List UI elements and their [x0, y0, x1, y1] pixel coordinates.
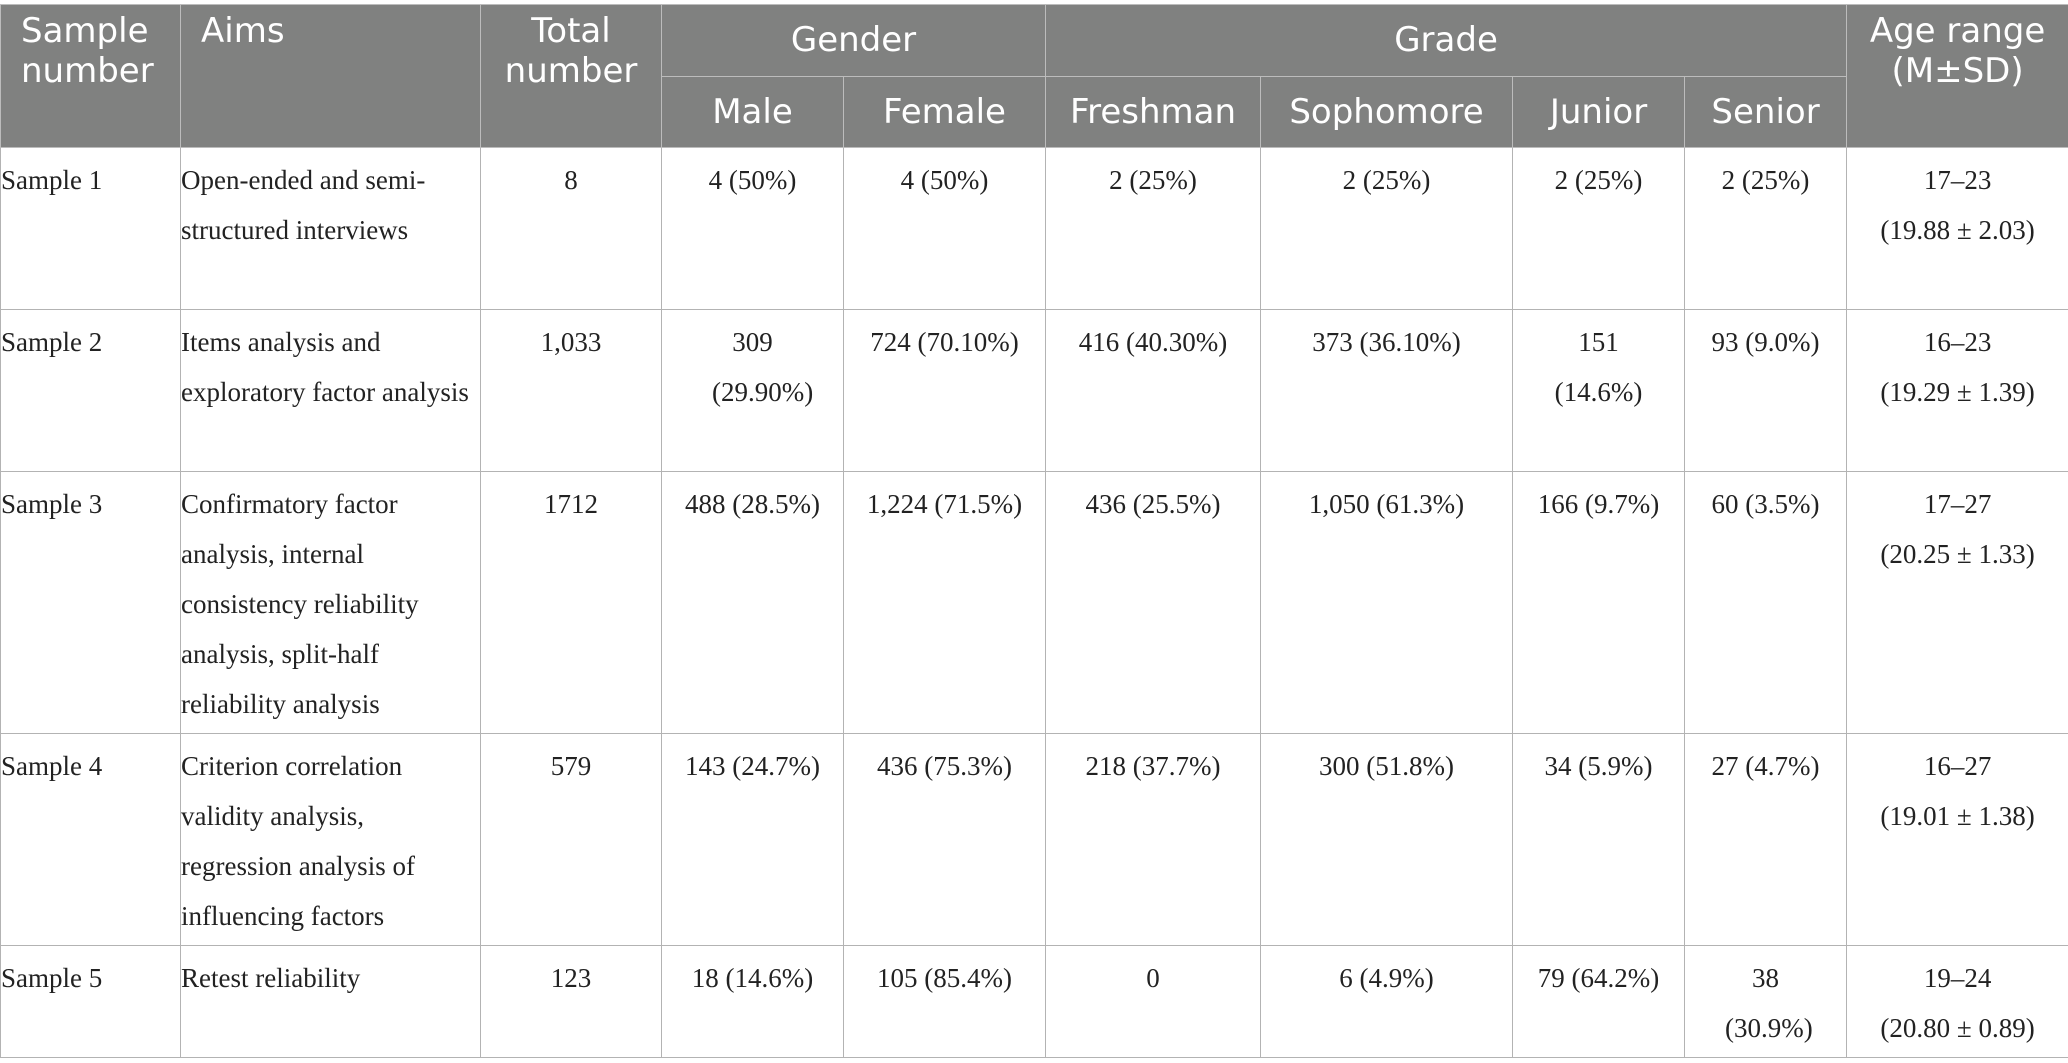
header-gender: Gender	[660, 4, 1047, 77]
cell-freshman: 0	[1045, 945, 1262, 1058]
cell-aims: Criterion correlation validity analysis,…	[180, 733, 481, 946]
age-range-value: 17–23	[1923, 165, 1992, 195]
cell-senior: 60 (3.5%)	[1684, 471, 1848, 734]
cell-aims: Confirmatory factor analysis, internal c…	[180, 471, 481, 734]
cell-sample: Sample 2	[0, 309, 181, 472]
cell-male: 4 (50%)	[661, 147, 844, 310]
age-mean-sd: (19.29 ± 1.39)	[1880, 377, 2035, 407]
age-range-value: 16–27	[1923, 751, 1992, 781]
header-age-range: Age range (M±SD)	[1846, 4, 2068, 148]
cell-sample: Sample 1	[0, 147, 181, 310]
cell-age-range: 16–23 (19.29 ± 1.39)	[1846, 309, 2068, 472]
age-range-value: 17–27	[1923, 489, 1992, 519]
cell-female: 724 (70.10%)	[842, 309, 1047, 472]
cell-aims: Items analysis and exploratory factor an…	[180, 309, 481, 472]
header-aims: Aims	[180, 4, 481, 148]
cell-senior: 2 (25%)	[1684, 147, 1848, 310]
cell-junior: 2 (25%)	[1512, 147, 1686, 310]
cell-female: 105 (85.4%)	[842, 945, 1047, 1058]
cell-age-range: 16–27 (19.01 ± 1.38)	[1846, 733, 2068, 946]
header-junior: Junior	[1512, 75, 1686, 148]
table-row: Sample 1 Open-ended and semi-structured …	[0, 147, 2068, 310]
header-sample-number: Sample number	[0, 4, 181, 148]
cell-male: 309 (29.90%)	[661, 309, 844, 472]
age-range-value: 16–23	[1923, 327, 1992, 357]
age-mean-sd: (19.01 ± 1.38)	[1880, 801, 2035, 831]
header-total-number: Total number	[480, 4, 662, 148]
cell-senior: 27 (4.7%)	[1684, 733, 1848, 946]
header-senior: Senior	[1684, 75, 1848, 148]
header-female: Female	[842, 75, 1047, 148]
cell-total: 1712	[480, 471, 662, 734]
cell-male: 18 (14.6%)	[661, 945, 844, 1058]
cell-aims: Retest reliability	[180, 945, 481, 1058]
cell-senior: 93 (9.0%)	[1684, 309, 1848, 472]
cell-male: 143 (24.7%)	[661, 733, 844, 946]
header-sophomore: Sophomore	[1260, 75, 1514, 148]
age-mean-sd: (19.88 ± 2.03)	[1880, 215, 2035, 245]
cell-sample: Sample 4	[0, 733, 181, 946]
cell-total: 8	[480, 147, 662, 310]
cell-female: 1,224 (71.5%)	[842, 471, 1047, 734]
age-mean-sd: (20.80 ± 0.89)	[1880, 1013, 2035, 1043]
samples-table: Sample number Aims Total number Gender G…	[0, 4, 2068, 1058]
cell-senior: 38 (30.9%)	[1684, 945, 1848, 1058]
table-row: Sample 3 Confirmatory factor analysis, i…	[0, 471, 2068, 734]
table-row: Sample 2 Items analysis and exploratory …	[0, 309, 2068, 472]
cell-freshman: 2 (25%)	[1045, 147, 1262, 310]
header-grade: Grade	[1045, 4, 1848, 77]
table-row: Sample 4 Criterion correlation validity …	[0, 733, 2068, 946]
cell-sophomore: 1,050 (61.3%)	[1260, 471, 1514, 734]
cell-female: 4 (50%)	[842, 147, 1047, 310]
cell-female: 436 (75.3%)	[842, 733, 1047, 946]
cell-sample: Sample 3	[0, 471, 181, 734]
cell-total: 123	[480, 945, 662, 1058]
header-male: Male	[661, 75, 844, 148]
cell-sample: Sample 5	[0, 945, 181, 1058]
cell-age-range: 17–27 (20.25 ± 1.33)	[1846, 471, 2068, 734]
table-row: Sample 5 Retest reliability 123 18 (14.6…	[0, 945, 2068, 1058]
cell-freshman: 416 (40.30%)	[1045, 309, 1262, 472]
cell-junior: 34 (5.9%)	[1512, 733, 1686, 946]
cell-junior: 79 (64.2%)	[1512, 945, 1686, 1058]
cell-total: 579	[480, 733, 662, 946]
cell-age-range: 17–23 (19.88 ± 2.03)	[1846, 147, 2068, 310]
cell-junior: 166 (9.7%)	[1512, 471, 1686, 734]
age-mean-sd: (20.25 ± 1.33)	[1880, 539, 2035, 569]
cell-sophomore: 300 (51.8%)	[1260, 733, 1514, 946]
cell-junior: 151 (14.6%)	[1512, 309, 1686, 472]
cell-total: 1,033	[480, 309, 662, 472]
cell-male: 488 (28.5%)	[661, 471, 844, 734]
table-header: Sample number Aims Total number Gender G…	[0, 4, 2068, 148]
age-range-value: 19–24	[1923, 963, 1992, 993]
cell-sophomore: 6 (4.9%)	[1260, 945, 1514, 1058]
cell-freshman: 436 (25.5%)	[1045, 471, 1262, 734]
cell-sophomore: 2 (25%)	[1260, 147, 1514, 310]
cell-sophomore: 373 (36.10%)	[1260, 309, 1514, 472]
cell-aims: Open-ended and semi-structured interview…	[180, 147, 481, 310]
cell-age-range: 19–24 (20.80 ± 0.89)	[1846, 945, 2068, 1058]
cell-freshman: 218 (37.7%)	[1045, 733, 1262, 946]
header-freshman: Freshman	[1045, 75, 1262, 148]
